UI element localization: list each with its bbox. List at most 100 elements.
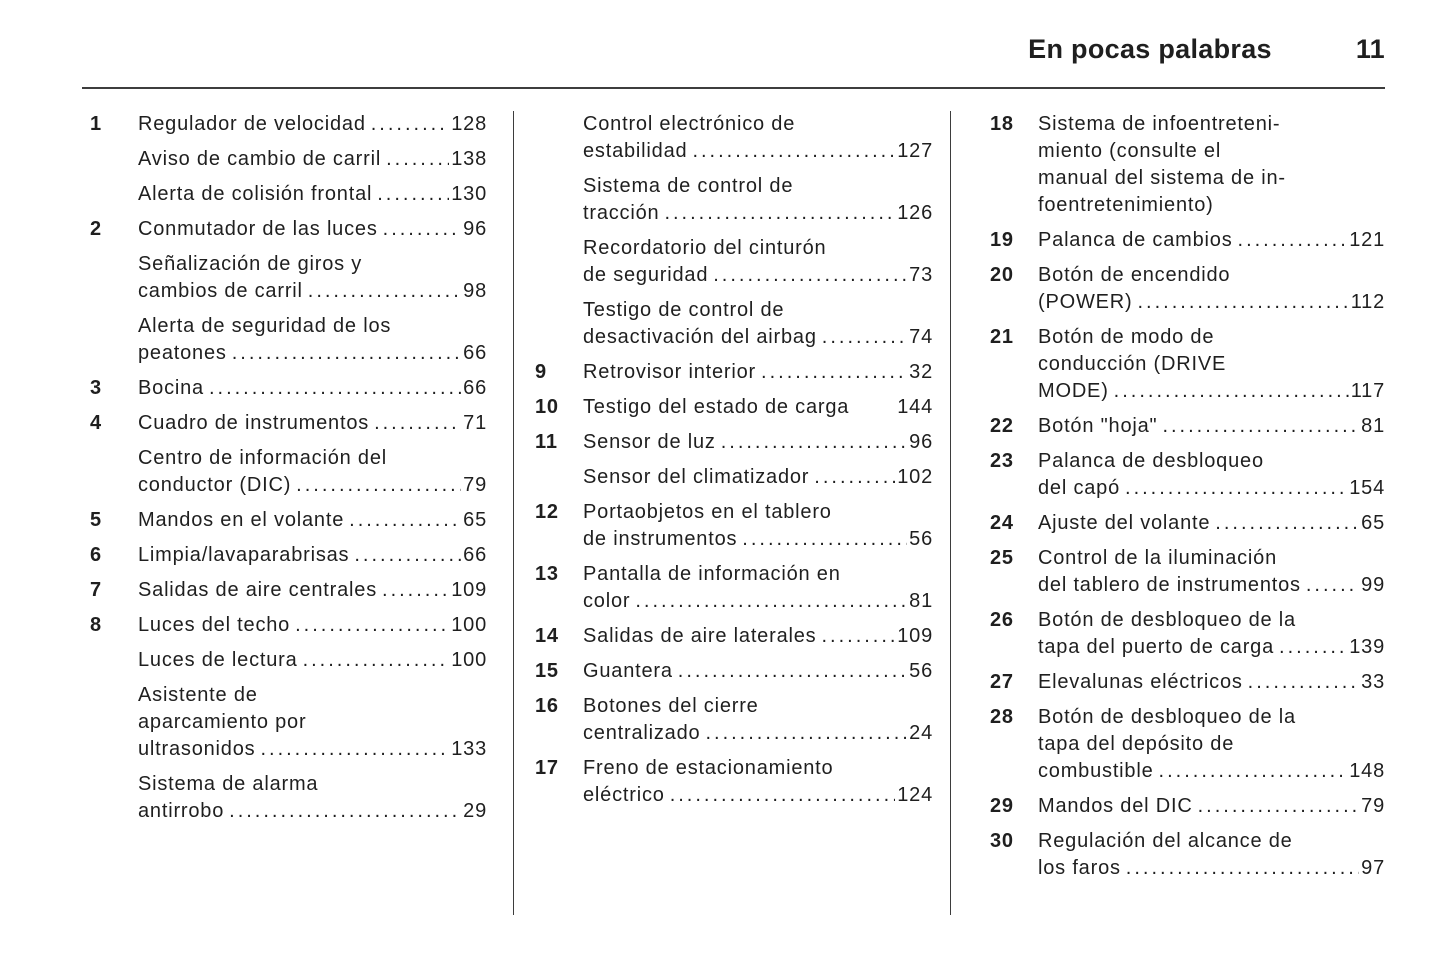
toc-entry-page: 126 xyxy=(897,202,933,224)
toc-entry-number xyxy=(90,682,138,763)
toc-entry-title: Asistente de xyxy=(138,684,258,706)
toc-entry-text: Testigo del estado de carga 144 xyxy=(583,394,933,421)
dot-leader xyxy=(1306,572,1359,599)
toc-entry-number xyxy=(90,771,138,825)
dot-leader xyxy=(1248,669,1359,696)
toc-entry-title: Aviso de cambio de carril xyxy=(138,148,382,170)
toc-entry-page: 65 xyxy=(1361,512,1385,534)
dot-leader xyxy=(349,507,461,534)
toc-entry-line: combustible 148 xyxy=(1038,758,1385,785)
toc-entry-text: Limpia/lavaparabrisas 66 xyxy=(138,542,487,569)
toc-entry-title: Botón de desbloqueo de la xyxy=(1038,609,1296,631)
toc-entry: 2 Conmutador de las luces 96 xyxy=(90,216,487,243)
toc-entry-line: Palanca de desbloqueo xyxy=(1038,448,1385,475)
dot-leader xyxy=(354,542,461,569)
toc-entry-title: Elevalunas eléctricos xyxy=(1038,671,1243,693)
toc-entry-page: 29 xyxy=(463,800,487,822)
toc-entry-page: 100 xyxy=(451,614,487,636)
toc-entry: Sensor del climatizador 102 xyxy=(535,464,933,491)
toc-entry-page: 24 xyxy=(909,722,933,744)
toc-entry-page: 100 xyxy=(451,649,487,671)
toc-entry-text: Control de la iluminación del tablero de … xyxy=(1038,545,1385,599)
toc-entry-title: Luces del techo xyxy=(138,614,291,636)
toc-entry-text: Botón de encendido (POWER) 112 xyxy=(1038,262,1385,316)
toc-entry-page: 127 xyxy=(897,140,933,162)
dot-leader xyxy=(1162,413,1359,440)
dot-leader xyxy=(705,720,907,747)
toc-entry-line: Botón de encendido xyxy=(1038,262,1385,289)
toc-entry-number: 7 xyxy=(90,579,102,601)
toc-entry-number xyxy=(535,111,583,165)
toc-column-1: 1 Regulador de velocidad 128 Aviso de cam… xyxy=(82,111,513,915)
toc-entry: 24 Ajuste del volante 65 xyxy=(990,510,1385,537)
toc-entry-text: Bocina 66 xyxy=(138,375,487,402)
toc-entry-number: 16 xyxy=(535,695,559,717)
toc-entry-line: Limpia/lavaparabrisas 66 xyxy=(138,542,487,569)
dot-leader xyxy=(721,429,907,456)
toc-entry-text: Sistema de alarma antirrobo 29 xyxy=(138,771,487,825)
toc-entry-page: 144 xyxy=(897,396,933,418)
toc-entry-title: Salidas de aire laterales xyxy=(583,625,817,647)
toc-entry: Alerta de seguridad de los peatones 66 xyxy=(90,313,487,367)
toc-entry-number: 29 xyxy=(990,795,1014,817)
toc-entry-number xyxy=(535,235,583,289)
toc-entry-line: Freno de estacionamiento xyxy=(583,755,933,782)
toc-entry-number xyxy=(535,173,583,227)
toc-entry-title: Regulación del alcance de xyxy=(1038,830,1293,852)
toc-entry-title: Centro de información del xyxy=(138,447,388,469)
toc-entry-text: Palanca de desbloqueo del capó 154 xyxy=(1038,448,1385,502)
dot-leader xyxy=(260,736,449,763)
toc-entry-title: Mandos del DIC xyxy=(1038,795,1193,817)
toc-entry-line: Sistema de control de xyxy=(583,173,933,200)
toc-entry-line: Sistema de infoentreteni- xyxy=(1038,111,1385,138)
toc-entry-text: Sensor de luz 96 xyxy=(583,429,933,456)
toc-entry-number: 1 xyxy=(90,113,102,135)
dot-leader xyxy=(308,278,461,305)
toc-entry: 10 Testigo del estado de carga 144 xyxy=(535,394,933,421)
toc-entry-page: 65 xyxy=(463,509,487,531)
toc-entry-title: Sensor de luz xyxy=(583,431,716,453)
toc-entry-line: Botón de desbloqueo de la xyxy=(1038,607,1385,634)
toc-entry-text: Elevalunas eléctricos 33 xyxy=(1038,669,1385,696)
toc-entry-title: MODE) xyxy=(1038,380,1109,402)
toc-entry-number: 27 xyxy=(990,671,1014,693)
toc-entry-page: 139 xyxy=(1349,636,1385,658)
toc-entry-title: Mandos en el volante xyxy=(138,509,345,531)
toc-entry-number: 11 xyxy=(535,431,558,453)
toc-entry: 19 Palanca de cambios 121 xyxy=(990,227,1385,254)
toc-entry-line: color 81 xyxy=(583,588,933,615)
toc-entry-text: Salidas de aire centrales 109 xyxy=(138,577,487,604)
toc-entry-text: Conmutador de las luces 96 xyxy=(138,216,487,243)
toc-columns: 1 Regulador de velocidad128 Aviso de cam… xyxy=(82,111,1385,915)
dot-leader xyxy=(814,464,895,491)
dot-leader xyxy=(209,375,461,402)
toc-entry-number: 6 xyxy=(90,544,102,566)
toc-entry-title: color xyxy=(583,590,631,612)
dot-leader xyxy=(1215,510,1359,537)
toc-entry-text: Portaobjetos en el tablero de instrumento… xyxy=(583,499,933,553)
toc-entry: 28 Botón de desbloqueo de la tapa del dep… xyxy=(990,704,1385,785)
toc-entry-text: Testigo de control de desactivación del a… xyxy=(583,297,933,351)
toc-entry-text: Regulación del alcance de los faros 97 xyxy=(1038,828,1385,882)
toc-entry-number: 17 xyxy=(535,757,559,779)
toc-entry-title: Guantera xyxy=(583,660,673,682)
toc-entry-title: Salidas de aire centrales xyxy=(138,579,378,601)
toc-entry-number xyxy=(90,647,138,674)
toc-entry-title: Bocina xyxy=(138,377,204,399)
toc-entry-line: Alerta de colisión frontal 130 xyxy=(138,181,487,208)
toc-entry-line: tapa del depósito de xyxy=(1038,731,1385,758)
dot-leader xyxy=(664,200,895,227)
toc-entry-line: Botón de modo de xyxy=(1038,324,1385,351)
toc-entry-line: Sistema de alarma xyxy=(138,771,487,798)
toc-entry-number: 4 xyxy=(90,412,102,434)
toc-entry-page: 112 xyxy=(1350,291,1385,313)
toc-entry: Sistema de control de tracción 126 xyxy=(535,173,933,227)
toc-entry: 18 Sistema de infoentreteni-miento (cons… xyxy=(990,111,1385,219)
toc-entry-page: 128 xyxy=(451,113,487,135)
dot-leader xyxy=(303,647,450,674)
toc-entry-text: Sensor del climatizador 102 xyxy=(583,464,933,491)
toc-entry: 17 Freno de estacionamiento eléctrico 124 xyxy=(535,755,933,809)
toc-entry-title: conductor (DIC) xyxy=(138,474,292,496)
toc-entry: 29 Mandos del DIC 79 xyxy=(990,793,1385,820)
toc-entry-text: Control electrónico de estabilidad 127 xyxy=(583,111,933,165)
